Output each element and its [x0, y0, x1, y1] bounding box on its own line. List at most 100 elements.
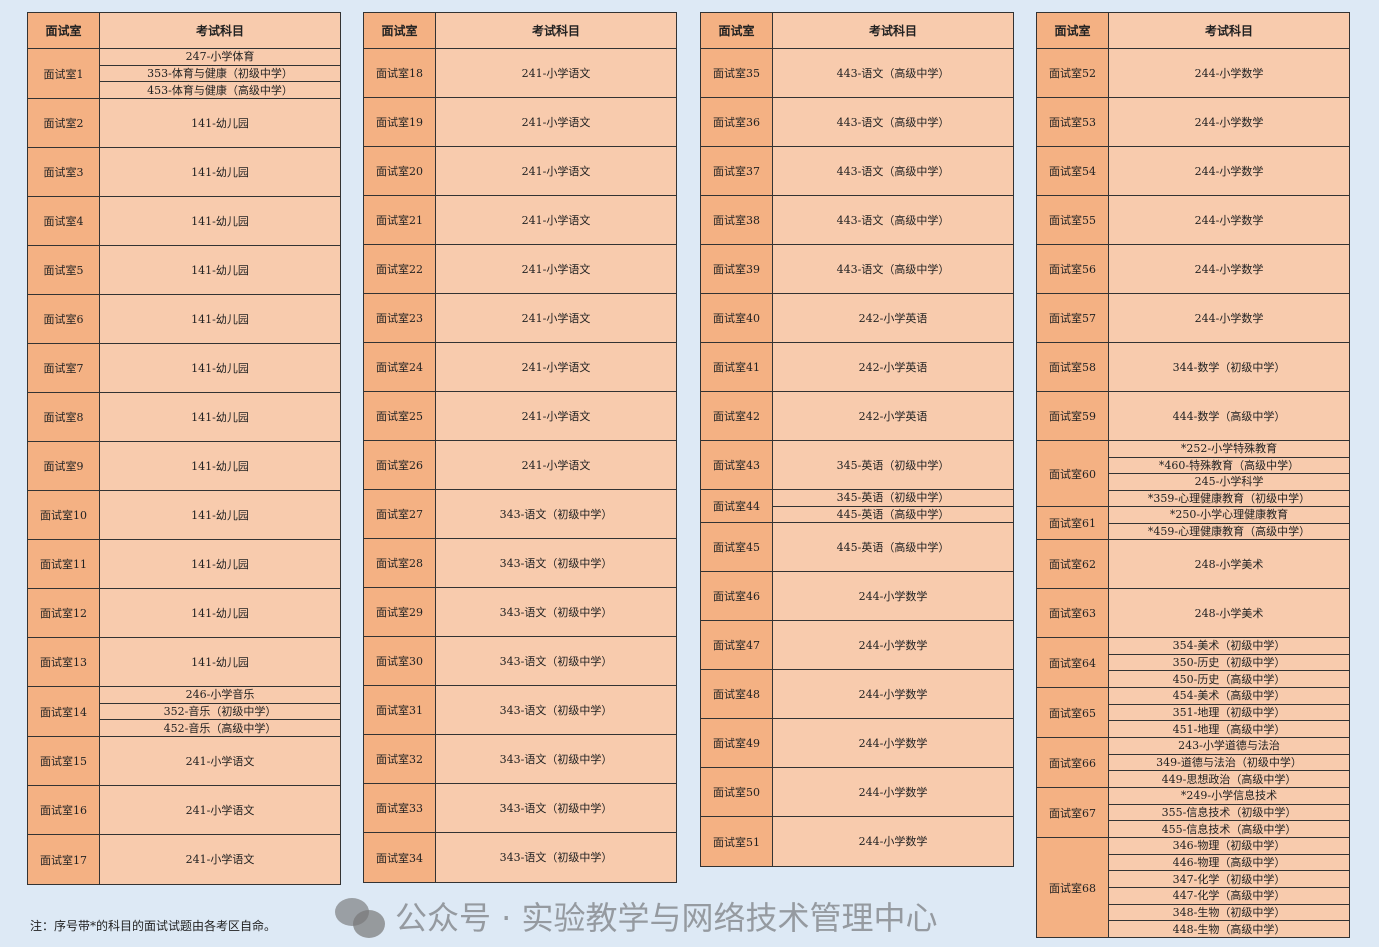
table-row: 面试室34 343-语文（初级中学） — [364, 833, 676, 882]
subject-cell: 244-小学数学 — [1194, 213, 1264, 227]
table-row: 面试室12 141-幼儿园 — [28, 589, 340, 638]
subject-cell: 343-语文（初级中学） — [499, 703, 613, 717]
table-row: 面试室48 244-小学数学 — [701, 670, 1013, 719]
subject-cell: 343-语文（初级中学） — [499, 507, 613, 521]
table-row: 面试室8 141-幼儿园 — [28, 393, 340, 442]
room-cell: 面试室61 — [1037, 507, 1109, 539]
room-cell: 面试室35 — [701, 49, 773, 97]
subjects: 241-小学语文 — [436, 245, 676, 293]
room-cell: 面试室24 — [364, 343, 436, 391]
table-row: 面试室30 343-语文（初级中学） — [364, 637, 676, 686]
table-row: 面试室52 244-小学数学 — [1037, 49, 1349, 98]
table-row: 面试室47 244-小学数学 — [701, 621, 1013, 670]
room-cell: 面试室12 — [28, 589, 100, 637]
subject-cell: 443-语文（高级中学） — [836, 115, 950, 129]
table-row: 面试室63 248-小学美术 — [1037, 589, 1349, 638]
table-row: 面试室39 443-语文（高级中学） — [701, 245, 1013, 294]
subjects: 244-小学数学 — [773, 768, 1013, 816]
subjects: 244-小学数学 — [773, 719, 1013, 767]
table-row: 面试室58 344-数学（初级中学） — [1037, 343, 1349, 392]
subject-cell: 452-音乐（高级中学） — [163, 721, 277, 735]
subject-cell: 141-幼儿园 — [191, 361, 249, 375]
subject-cell: 141-幼儿园 — [191, 312, 249, 326]
room-cell: 面试室54 — [1037, 147, 1109, 195]
table-row: 面试室17 241-小学语文 — [28, 835, 340, 884]
table-row: 面试室35 443-语文（高级中学） — [701, 49, 1013, 98]
subjects: *252-小学特殊教育 *460-特殊教育（高级中学） 245-小学科学 *359-心… — [1109, 441, 1349, 506]
subject-cell: 241-小学语文 — [185, 754, 255, 768]
table-row: 面试室15 241-小学语文 — [28, 737, 340, 786]
table-row: 面试室7 141-幼儿园 — [28, 344, 340, 393]
table-row: 面试室38 443-语文（高级中学） — [701, 196, 1013, 245]
subject-cell: 141-幼儿园 — [191, 116, 249, 130]
table-row: 面试室14 246-小学音乐 352-音乐（初级中学） 452-音乐（高级中学） — [28, 687, 340, 737]
table-row: 面试室66 243-小学道德与法治 349-道德与法治（初级中学） 449-思想政治（… — [1037, 738, 1349, 788]
room-cell: 面试室30 — [364, 637, 436, 685]
subjects: 141-幼儿园 — [100, 246, 340, 294]
table-row: 面试室11 141-幼儿园 — [28, 540, 340, 589]
subject-cell: 343-语文（初级中学） — [499, 556, 613, 570]
room-cell: 面试室59 — [1037, 392, 1109, 440]
subjects: 241-小学语文 — [436, 147, 676, 195]
subjects: 244-小学数学 — [773, 670, 1013, 718]
room-cell: 面试室27 — [364, 490, 436, 538]
subjects: 443-语文（高级中学） — [773, 49, 1013, 97]
subjects: 141-幼儿园 — [100, 589, 340, 637]
room-cell: 面试室1 — [28, 49, 100, 98]
subjects: 345-英语（初级中学） — [773, 441, 1013, 489]
subjects: 343-语文（初级中学） — [436, 833, 676, 882]
subjects: 244-小学数学 — [1109, 98, 1349, 146]
subjects: 244-小学数学 — [1109, 147, 1349, 195]
header-room: 面试室 — [28, 13, 100, 48]
subjects: 243-小学道德与法治 349-道德与法治（初级中学） 449-思想政治（高级中学） — [1109, 738, 1349, 787]
subjects: 343-语文（初级中学） — [436, 539, 676, 587]
table-row: 面试室60 *252-小学特殊教育 *460-特殊教育（高级中学） 245-小学科学 *… — [1037, 441, 1349, 507]
subject-cell: 244-小学数学 — [1194, 66, 1264, 80]
subject-cell: 343-语文（初级中学） — [499, 605, 613, 619]
room-cell: 面试室46 — [701, 572, 773, 620]
subject-cell: 241-小学语文 — [521, 311, 591, 325]
subjects: 244-小学数学 — [773, 817, 1013, 866]
subject-cell: 443-语文（高级中学） — [836, 262, 950, 276]
room-cell: 面试室9 — [28, 442, 100, 490]
table-row: 面试室53 244-小学数学 — [1037, 98, 1349, 147]
table-row: 面试室45 445-英语（高级中学） — [701, 523, 1013, 572]
subject-cell: 351-地理（初级中学） — [1109, 705, 1349, 722]
subjects: 141-幼儿园 — [100, 491, 340, 539]
table-row: 面试室56 244-小学数学 — [1037, 245, 1349, 294]
subject-cell: 241-小学语文 — [521, 213, 591, 227]
subjects: 241-小学语文 — [436, 49, 676, 97]
room-cell: 面试室22 — [364, 245, 436, 293]
room-cell: 面试室28 — [364, 539, 436, 587]
subjects: 345-英语（初级中学） 445-英语（高级中学） — [773, 490, 1013, 522]
room-cell: 面试室49 — [701, 719, 773, 767]
subjects: 141-幼儿园 — [100, 99, 340, 147]
subjects: 343-语文（初级中学） — [436, 588, 676, 636]
subjects: 244-小学数学 — [1109, 245, 1349, 293]
subject-cell: 455-信息技术（高级中学） — [1161, 822, 1297, 836]
subjects: 344-数学（初级中学） — [1109, 343, 1349, 391]
subjects: 248-小学美术 — [1109, 589, 1349, 637]
table-row: 面试室37 443-语文（高级中学） — [701, 147, 1013, 196]
subject-cell: 344-数学（初级中学） — [1172, 360, 1286, 374]
subjects: 241-小学语文 — [100, 737, 340, 785]
subjects: 444-数学（高级中学） — [1109, 392, 1349, 440]
subjects: 454-美术（高级中学） 351-地理（初级中学） 451-地理（高级中学） — [1109, 688, 1349, 737]
subject-cell: 141-幼儿园 — [191, 410, 249, 424]
subjects: 242-小学英语 — [773, 343, 1013, 391]
table-row: 面试室61 *250-小学心理健康教育 *459-心理健康教育（高级中学） — [1037, 507, 1349, 540]
table-row: 面试室1 247-小学体育 353-体育与健康（初级中学） 453-体育与健康（高级中… — [28, 49, 340, 99]
subjects: 242-小学英语 — [773, 392, 1013, 440]
table-row: 面试室5 141-幼儿园 — [28, 246, 340, 295]
wechat-icon — [335, 896, 387, 940]
subject-cell: 244-小学数学 — [858, 589, 928, 603]
subject-cell: 445-英语（高级中学） — [836, 540, 950, 554]
room-cell: 面试室25 — [364, 392, 436, 440]
subjects: 244-小学数学 — [773, 621, 1013, 669]
subject-cell: 443-语文（高级中学） — [836, 66, 950, 80]
watermark: 公众号 · 实验教学与网络技术管理中心 — [335, 896, 938, 940]
subject-cell: 451-地理（高级中学） — [1172, 722, 1286, 736]
table-row: 面试室9 141-幼儿园 — [28, 442, 340, 491]
room-cell: 面试室4 — [28, 197, 100, 245]
room-cell: 面试室60 — [1037, 441, 1109, 506]
